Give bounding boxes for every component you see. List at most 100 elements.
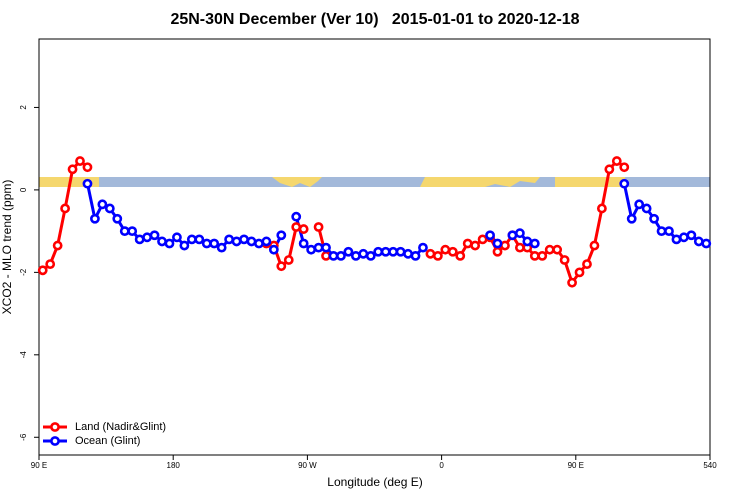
data-point bbox=[485, 230, 495, 241]
land-mask-strip bbox=[39, 177, 710, 187]
data-point bbox=[574, 267, 585, 278]
data-point bbox=[544, 244, 555, 255]
data-point bbox=[500, 240, 510, 251]
data-point bbox=[656, 226, 667, 237]
data-point bbox=[164, 238, 175, 249]
data-point bbox=[127, 226, 138, 237]
data-point bbox=[596, 203, 607, 214]
data-point bbox=[611, 156, 622, 166]
data-point bbox=[298, 238, 309, 249]
x-tick-label: 90 W bbox=[298, 461, 317, 470]
data-point bbox=[447, 246, 458, 257]
y-tick-label: -4 bbox=[19, 351, 28, 359]
data-point bbox=[552, 244, 563, 255]
x-axis-label: Longitude (deg E) bbox=[327, 475, 422, 489]
data-point bbox=[268, 244, 279, 255]
data-point bbox=[313, 222, 324, 232]
data-point bbox=[492, 238, 503, 249]
data-point bbox=[619, 162, 630, 173]
land-strip bbox=[272, 177, 322, 187]
data-point bbox=[321, 242, 331, 253]
data-point bbox=[246, 236, 257, 247]
y-axis-label: XCO2 - MLO trend (ppm) bbox=[0, 180, 14, 315]
data-point bbox=[119, 226, 130, 237]
data-point bbox=[514, 242, 525, 253]
data-point bbox=[134, 234, 145, 245]
legend: Land (Nadir&Glint) Ocean (Glint) bbox=[43, 421, 166, 447]
x-tick-label: 90 E bbox=[31, 461, 47, 470]
data-point bbox=[641, 203, 652, 214]
y-tick-label: -6 bbox=[19, 433, 28, 441]
data-point bbox=[410, 250, 421, 261]
legend-marker bbox=[50, 436, 60, 446]
data-point bbox=[619, 178, 630, 189]
legend-marker bbox=[50, 422, 60, 432]
data-point bbox=[470, 240, 481, 251]
data-point bbox=[231, 236, 242, 247]
data-point bbox=[701, 238, 712, 249]
data-point bbox=[194, 234, 205, 245]
land-strip bbox=[555, 177, 625, 187]
data-point bbox=[142, 232, 153, 243]
data-point bbox=[276, 261, 287, 272]
x-tick-label: 180 bbox=[167, 461, 181, 470]
y-tick-label: 0 bbox=[19, 187, 28, 192]
data-point bbox=[157, 236, 167, 247]
data-point bbox=[425, 248, 436, 259]
data-point bbox=[336, 250, 346, 261]
data-point bbox=[75, 156, 85, 166]
data-point bbox=[634, 199, 645, 210]
data-point bbox=[440, 244, 451, 255]
data-point bbox=[239, 234, 249, 245]
data-point bbox=[306, 244, 317, 255]
data-point bbox=[380, 246, 391, 257]
data-point bbox=[514, 228, 525, 239]
y-tick-label: -2 bbox=[19, 268, 28, 276]
data-point bbox=[522, 236, 533, 247]
x-tick-label: 540 bbox=[703, 461, 717, 470]
data-point bbox=[298, 224, 309, 234]
data-point bbox=[529, 250, 540, 261]
data-point bbox=[276, 230, 287, 241]
data-point bbox=[649, 213, 659, 224]
data-point bbox=[559, 255, 570, 265]
data-point bbox=[261, 236, 272, 247]
data-point bbox=[254, 238, 264, 249]
data-point bbox=[462, 238, 473, 249]
plot-frame bbox=[38, 38, 711, 456]
data-point bbox=[172, 232, 182, 243]
data-point bbox=[686, 230, 697, 241]
legend-label: Land (Nadir&Glint) bbox=[75, 421, 166, 433]
data-point bbox=[112, 213, 123, 224]
data-point bbox=[671, 234, 682, 245]
data-point bbox=[313, 242, 324, 253]
data-point bbox=[291, 211, 302, 222]
data-point bbox=[60, 203, 70, 214]
data-point bbox=[37, 265, 48, 276]
data-point bbox=[664, 226, 674, 237]
data-point bbox=[201, 238, 212, 249]
data-point bbox=[82, 178, 93, 189]
data-point bbox=[45, 259, 56, 270]
data-point bbox=[343, 246, 354, 257]
data-point bbox=[477, 234, 488, 245]
data-point bbox=[52, 240, 63, 251]
data-point bbox=[90, 213, 100, 224]
data-point bbox=[693, 236, 704, 247]
data-point bbox=[589, 240, 600, 251]
chart-title: 25N-30N December (Ver 10) 2015-01-01 to … bbox=[170, 11, 579, 28]
data-point bbox=[432, 250, 443, 261]
data-point bbox=[365, 250, 376, 261]
legend-label: Ocean (Glint) bbox=[75, 435, 140, 447]
data-point bbox=[216, 242, 227, 253]
x-tick-label: 90 E bbox=[568, 461, 584, 470]
data-point bbox=[186, 234, 197, 245]
data-point bbox=[529, 238, 540, 249]
data-point bbox=[507, 230, 518, 241]
data-point bbox=[626, 213, 637, 224]
land-strip bbox=[420, 177, 540, 187]
data-point bbox=[388, 246, 399, 257]
data-point bbox=[179, 240, 190, 251]
